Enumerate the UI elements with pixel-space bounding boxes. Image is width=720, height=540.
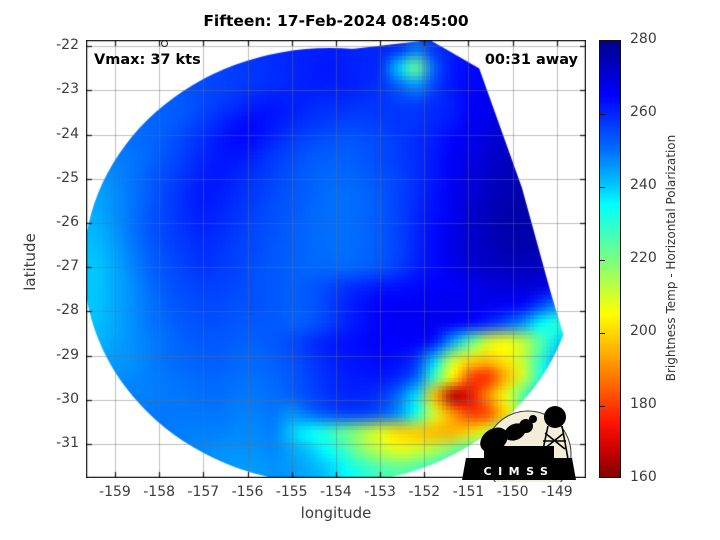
dome-dish-icon [529,415,537,423]
x-tick-label: -154 [319,484,352,500]
x-tick-label: -151 [452,484,485,500]
x-tick-label: -149 [540,484,573,500]
colorbar-tick-label: 260 [630,104,657,120]
storm-center-marker [160,40,168,48]
y-tick-label: -24 [56,125,79,142]
y-tick-label: -30 [56,390,79,407]
colorbar-tick-label: 200 [630,323,657,339]
colorbar [599,40,621,478]
x-tick-label: -153 [364,484,396,500]
y-tick-label: -29 [56,346,79,363]
colorbar-tick [600,186,605,188]
y-tick-label: -26 [56,213,79,230]
water-tower-icon [540,425,569,460]
colorbar-tick-label: 160 [630,469,657,485]
y-tick-label: -31 [56,434,79,451]
colorbar-tick [600,332,605,334]
x-tick-label: -159 [99,484,131,500]
x-tick-label: -158 [143,484,176,500]
colorbar-tick [600,259,605,261]
colorbar-tick-label: 280 [630,31,657,47]
y-tick-label: -27 [56,258,79,275]
cimss-logo: CIMSS [462,406,576,482]
logo-text: CIMSS [484,465,555,478]
x-tick-label: -156 [231,484,264,500]
y-tick-label: -25 [56,169,79,186]
x-axis-label: longitude [300,504,372,522]
colorbar-label: Brightness Temp - Horizontal Polarizatio… [664,134,678,382]
colorbar-tick-label: 180 [630,396,657,412]
vmax-annotation: Vmax: 37 kts [94,52,201,68]
x-tick-label: -152 [408,484,441,500]
water-tower-tank [544,406,566,428]
x-tick-label: -155 [275,484,308,500]
x-tick-label: -157 [187,484,220,500]
y-tick-label: -28 [56,302,79,319]
colorbar-tick [600,113,605,115]
time-away-annotation: 00:31 away [484,52,578,68]
x-tick-label: -150 [496,484,529,500]
y-tick-label: -23 [56,81,79,98]
colorbar-tick-label: 220 [630,250,657,266]
colorbar-tick [600,405,605,407]
logo-banner [462,458,576,480]
plot-title: Fifteen: 17-Feb-2024 08:45:00 [203,12,469,30]
y-tick-label: -22 [56,37,79,54]
dome-icon [519,419,533,433]
colorbar-tick-label: 240 [630,177,657,193]
heatmap-canvas [86,40,586,478]
building-silhouette [484,446,554,460]
